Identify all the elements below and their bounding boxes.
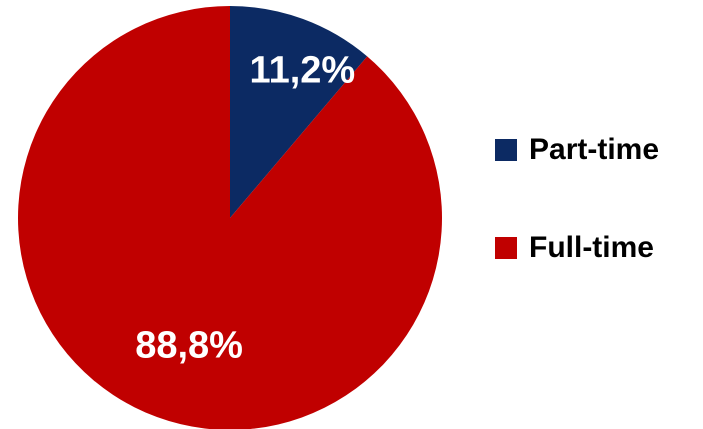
data-label-part-time: 11,2% bbox=[250, 50, 356, 92]
pie-slice-part-time bbox=[230, 6, 368, 218]
legend-label-full-time: Full-time bbox=[529, 231, 654, 264]
legend-swatch-part-time bbox=[495, 139, 517, 161]
legend-item-full-time: Full-time bbox=[495, 230, 659, 266]
pie-slice-full-time bbox=[18, 6, 442, 429]
data-label-full-time: 88,8% bbox=[135, 324, 243, 366]
legend-item-part-time: Part-time bbox=[495, 132, 659, 168]
chart-legend: Part-time Full-time bbox=[495, 132, 659, 266]
legend-swatch-full-time bbox=[495, 237, 517, 259]
legend-label-part-time: Part-time bbox=[529, 133, 660, 166]
